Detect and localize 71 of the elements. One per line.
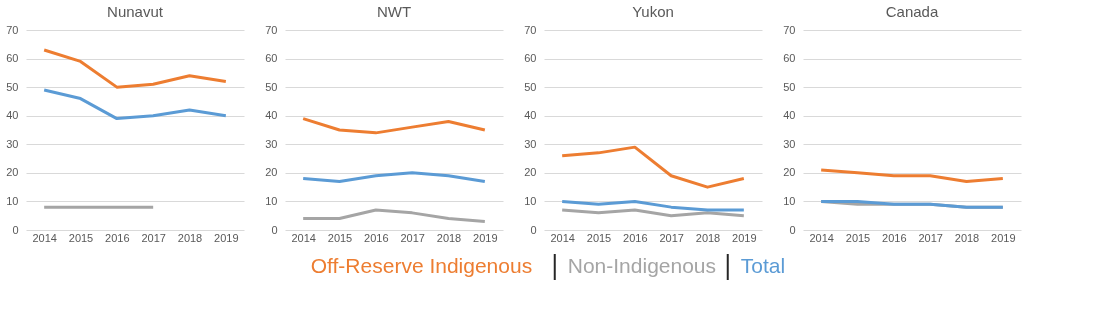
x-tick-label: 2018 — [695, 231, 721, 244]
y-tick-label: 0 — [12, 223, 19, 236]
y-tick-label: 0 — [271, 223, 278, 236]
x-tick-label: 2015 — [68, 231, 94, 244]
chart-title: Yukon — [632, 3, 674, 20]
y-tick-label: 20 — [265, 166, 278, 179]
y-tick-label: 30 — [783, 137, 796, 150]
y-tick-label: 60 — [265, 52, 278, 65]
y-tick-label: 50 — [265, 80, 278, 93]
y-tick-label: 70 — [265, 23, 278, 36]
line-series — [301, 208, 487, 223]
text: Non-Indigenous — [567, 254, 717, 277]
y-tick-label: 70 — [6, 23, 19, 36]
y-tick-label: 50 — [524, 80, 537, 93]
y-tick-label: 30 — [6, 137, 19, 150]
text: Total — [740, 254, 786, 277]
x-tick-label: 2019 — [732, 231, 757, 244]
y-tick-label: 10 — [783, 194, 796, 207]
y-tick-label: 30 — [265, 137, 278, 150]
line-series — [42, 48, 228, 89]
x-tick-label: 2014 — [809, 231, 834, 244]
x-tick-label: 2019 — [214, 231, 239, 244]
line-series — [42, 88, 228, 121]
x-tick-label: 2016 — [882, 231, 907, 244]
y-tick-label: 50 — [783, 80, 796, 93]
x-tick-label: 2017 — [141, 231, 166, 244]
line-series — [560, 199, 746, 212]
x-tick-label: 2015 — [845, 231, 871, 244]
x-tick-label: 2014 — [550, 231, 575, 244]
y-tick-label: 0 — [530, 223, 537, 236]
x-tick-label: 2018 — [436, 231, 462, 244]
y-tick-label: 60 — [783, 52, 796, 65]
y-tick-label: 20 — [6, 166, 19, 179]
x-tick-label: 2016 — [364, 231, 389, 244]
y-tick-label: 40 — [6, 109, 19, 122]
text: Off-Reserve Indigenous — [310, 254, 533, 277]
y-tick-label: 40 — [783, 109, 796, 122]
x-tick-label: 2015 — [586, 231, 612, 244]
y-tick-label: 40 — [265, 109, 278, 122]
chart-title: Canada — [885, 3, 939, 20]
x-tick-label: 2017 — [659, 231, 684, 244]
y-tick-label: 60 — [6, 52, 19, 65]
y-tick-label: 50 — [6, 80, 19, 93]
x-tick-label: 2018 — [954, 231, 980, 244]
x-tick-label: 2016 — [623, 231, 648, 244]
x-tick-label: 2018 — [177, 231, 203, 244]
y-tick-label: 10 — [524, 194, 537, 207]
y-tick-label: 10 — [6, 194, 19, 207]
chart-title: NWT — [376, 3, 412, 20]
y-tick-label: 0 — [789, 223, 796, 236]
y-tick-label: 20 — [783, 166, 796, 179]
y-tick-label: 60 — [524, 52, 537, 65]
x-tick-label: 2019 — [991, 231, 1016, 244]
x-tick-label: 2014 — [291, 231, 316, 244]
y-tick-label: 70 — [783, 23, 796, 36]
y-tick-label: 40 — [524, 109, 537, 122]
chart-title: Nunavut — [107, 3, 164, 20]
x-tick-label: 2015 — [327, 231, 353, 244]
x-tick-label: 2014 — [32, 231, 57, 244]
x-tick-label: 2017 — [918, 231, 943, 244]
x-tick-label: 2019 — [473, 231, 498, 244]
y-tick-label: 70 — [524, 23, 537, 36]
x-tick-label: 2017 — [400, 231, 425, 244]
line-series — [301, 117, 487, 135]
y-tick-label: 10 — [265, 194, 278, 207]
line-series — [819, 168, 1005, 183]
y-tick-label: 20 — [524, 166, 537, 179]
y-tick-label: 30 — [524, 137, 537, 150]
line-series — [560, 145, 746, 189]
x-tick-label: 2016 — [105, 231, 130, 244]
line-series — [301, 171, 487, 183]
